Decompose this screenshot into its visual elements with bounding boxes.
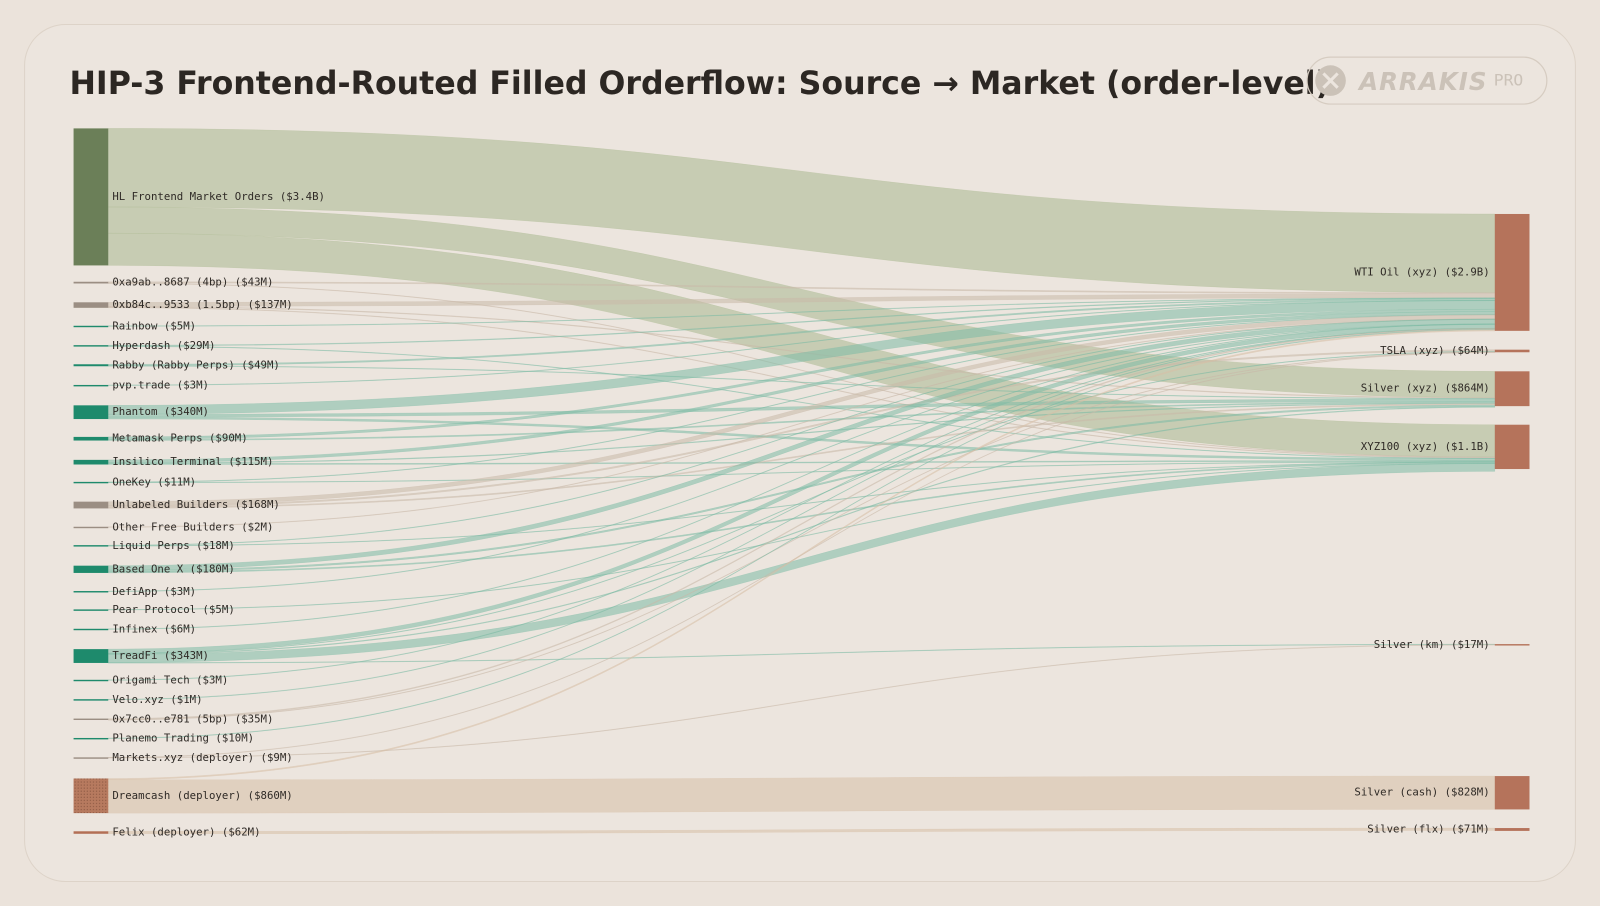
link (108, 329, 1496, 780)
node (73, 757, 109, 759)
node (1494, 644, 1530, 646)
node (73, 345, 109, 347)
target-label: Silver (xyz) ($864M) (1361, 382, 1490, 395)
source-label: Infinex ($6M) (112, 623, 196, 636)
node (73, 718, 109, 721)
target-label: XYZ100 (xyz) ($1.1B) (1361, 440, 1490, 453)
node (73, 384, 109, 387)
source-label: Insilico Terminal ($115M) (112, 455, 273, 468)
source-label: Planemo Trading ($10M) (112, 732, 254, 745)
source-label: 0xa9ab..8687 (4bp) ($43M) (112, 276, 273, 289)
source-label: Hyperdash ($29M) (112, 339, 215, 352)
source-label: TreadFi ($343M) (112, 649, 209, 662)
node (1494, 213, 1530, 331)
source-label: OneKey ($11M) (112, 476, 196, 489)
source-label: HL Frontend Market Orders ($3.4B) (112, 190, 325, 203)
links (108, 128, 1496, 834)
logo-pill (1306, 56, 1548, 105)
node (73, 405, 109, 420)
logo-tier: PRO (1494, 71, 1523, 90)
source-label: Markets.xyz (deployer) ($9M) (112, 751, 292, 764)
node (73, 737, 109, 740)
source-label: Felix (deployer) ($62M) (112, 826, 260, 839)
chart-title: HIP-3 Frontend-Routed Filled Orderflow: … (69, 66, 1330, 102)
source-label: Metamask Perps ($90M) (112, 432, 247, 445)
node (1494, 371, 1530, 407)
node (73, 325, 109, 328)
nodes: HL Frontend Market Orders ($3.4B) 0xa9ab.… (73, 128, 1530, 839)
source-label: Unlabeled Builders ($168M) (112, 498, 280, 511)
source-label: Pear Protocol ($5M) (112, 603, 234, 616)
node (73, 436, 109, 441)
source-label: DefiApp ($3M) (112, 585, 196, 598)
target-label: Silver (cash) ($828M) (1354, 786, 1489, 799)
target-label: Silver (flx) ($71M) (1367, 822, 1489, 835)
node (73, 591, 109, 593)
target-label: WTI Oil (xyz) ($2.9B) (1354, 265, 1489, 278)
source-label: pvp.trade ($3M) (112, 379, 209, 392)
node (73, 565, 109, 573)
logo: ARRAKIS PRO (1306, 56, 1548, 105)
source-label: Other Free Builders ($2M) (112, 520, 273, 533)
node (73, 545, 109, 547)
node (73, 281, 109, 284)
node (1494, 828, 1530, 831)
node (73, 649, 109, 663)
link (108, 406, 1496, 655)
source-label: Liquid Perps ($18M) (112, 539, 234, 552)
target-label: Silver (km) ($17M) (1374, 638, 1490, 651)
source-label: Phantom ($340M) (112, 405, 209, 418)
node (73, 609, 109, 611)
node (73, 526, 109, 529)
node (73, 128, 109, 266)
target-label: TSLA (xyz) ($64M) (1380, 344, 1490, 357)
node (73, 501, 109, 509)
node (73, 778, 109, 814)
link (108, 463, 1496, 663)
source-label: Velo.xyz ($1M) (112, 693, 202, 706)
source-label: Dreamcash (deployer) ($860M) (112, 789, 292, 802)
node (73, 302, 109, 308)
logo-name: ARRAKIS (1357, 67, 1487, 96)
source-label: 0x7cc0..e781 (5bp) ($35M) (112, 712, 273, 725)
node (73, 679, 109, 682)
node (73, 831, 109, 834)
source-label: Rainbow ($5M) (112, 319, 196, 332)
node (1494, 776, 1530, 810)
source-label: Origami Tech ($3M) (112, 674, 228, 687)
source-label: 0xb84c..9533 (1.5bp) ($137M) (112, 298, 292, 311)
node (73, 481, 109, 484)
node (73, 459, 109, 465)
node (1494, 424, 1530, 470)
node (1494, 349, 1530, 353)
logo-icon-x (1322, 72, 1339, 89)
link (108, 775, 1496, 814)
node (73, 699, 109, 701)
node (73, 628, 109, 631)
source-label: Rabby (Rabby Perps) ($49M) (112, 358, 280, 371)
source-label: Based One X ($180M) (112, 562, 234, 575)
node (73, 364, 109, 367)
